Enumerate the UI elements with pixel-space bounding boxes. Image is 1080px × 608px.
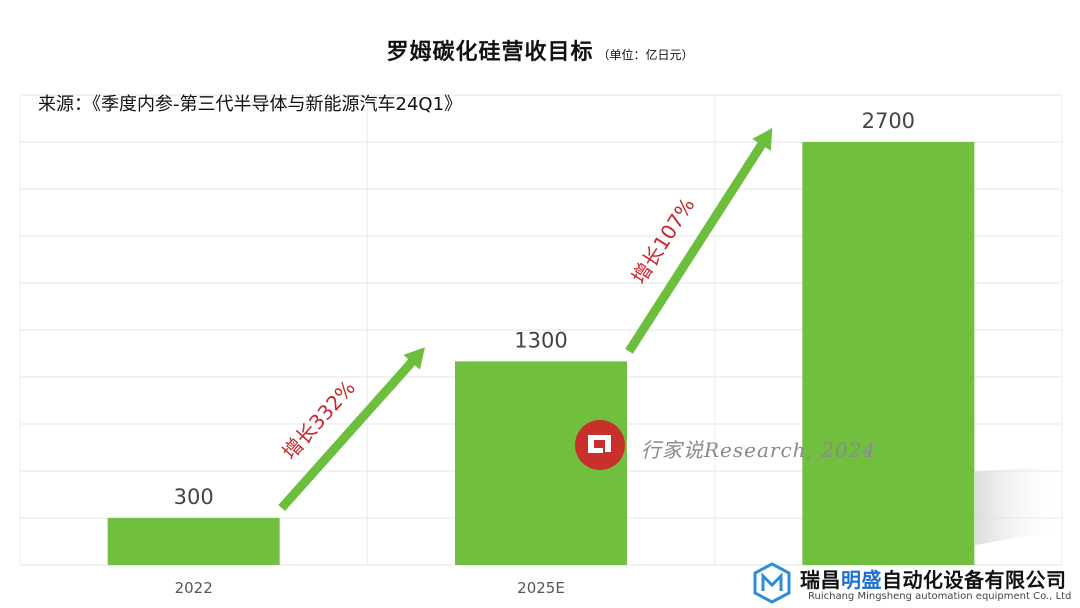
x-tick-label: 2025E <box>517 579 565 597</box>
bar-group <box>107 142 975 565</box>
bar-bar3 <box>802 142 975 565</box>
watermark-logo-icon <box>588 435 611 453</box>
x-tick-group: 2022 2025E <box>175 579 565 597</box>
brand-english-name: Ruichang Mingsheng automation equipment … <box>808 591 1072 602</box>
brand-footer: 瑞昌明盛自动化设备有限公司 Ruichang Mingsheng automat… <box>752 560 1080 606</box>
bar-shadow <box>975 466 1062 545</box>
growth-arrow <box>625 128 773 354</box>
growth-label: 增长107% <box>627 193 700 288</box>
growth-arrow <box>278 347 425 511</box>
x-tick-label: 2022 <box>175 579 213 597</box>
watermark-text: 行家说Research, 2024 <box>641 438 877 462</box>
chart-title-block: 罗姆碳化硅营收目标 （单位：亿日元） <box>0 34 1080 66</box>
brand-name-part1: 瑞昌 <box>800 568 841 592</box>
watermark-logo <box>575 420 625 470</box>
brand-name: 瑞昌明盛自动化设备有限公司 <box>800 564 1067 593</box>
growth-label: 增长332% <box>277 376 360 465</box>
value-label: 300 <box>174 485 214 509</box>
bar-2022 <box>107 518 280 565</box>
hexagon-m-icon <box>753 562 791 604</box>
value-label-group: 300 1300 2700 <box>174 109 915 509</box>
brand-name-part2: 自动化设备有限公司 <box>882 568 1067 592</box>
source-note: 来源：《季度内参-第三代半导体与新能源汽车24Q1》 <box>38 94 463 115</box>
value-label: 2700 <box>862 109 915 133</box>
chart-subtitle: （单位：亿日元） <box>597 48 694 62</box>
chart-title: 罗姆碳化硅营收目标 <box>386 40 594 65</box>
brand-name-highlight: 明盛 <box>841 568 882 592</box>
value-label: 1300 <box>514 328 567 352</box>
